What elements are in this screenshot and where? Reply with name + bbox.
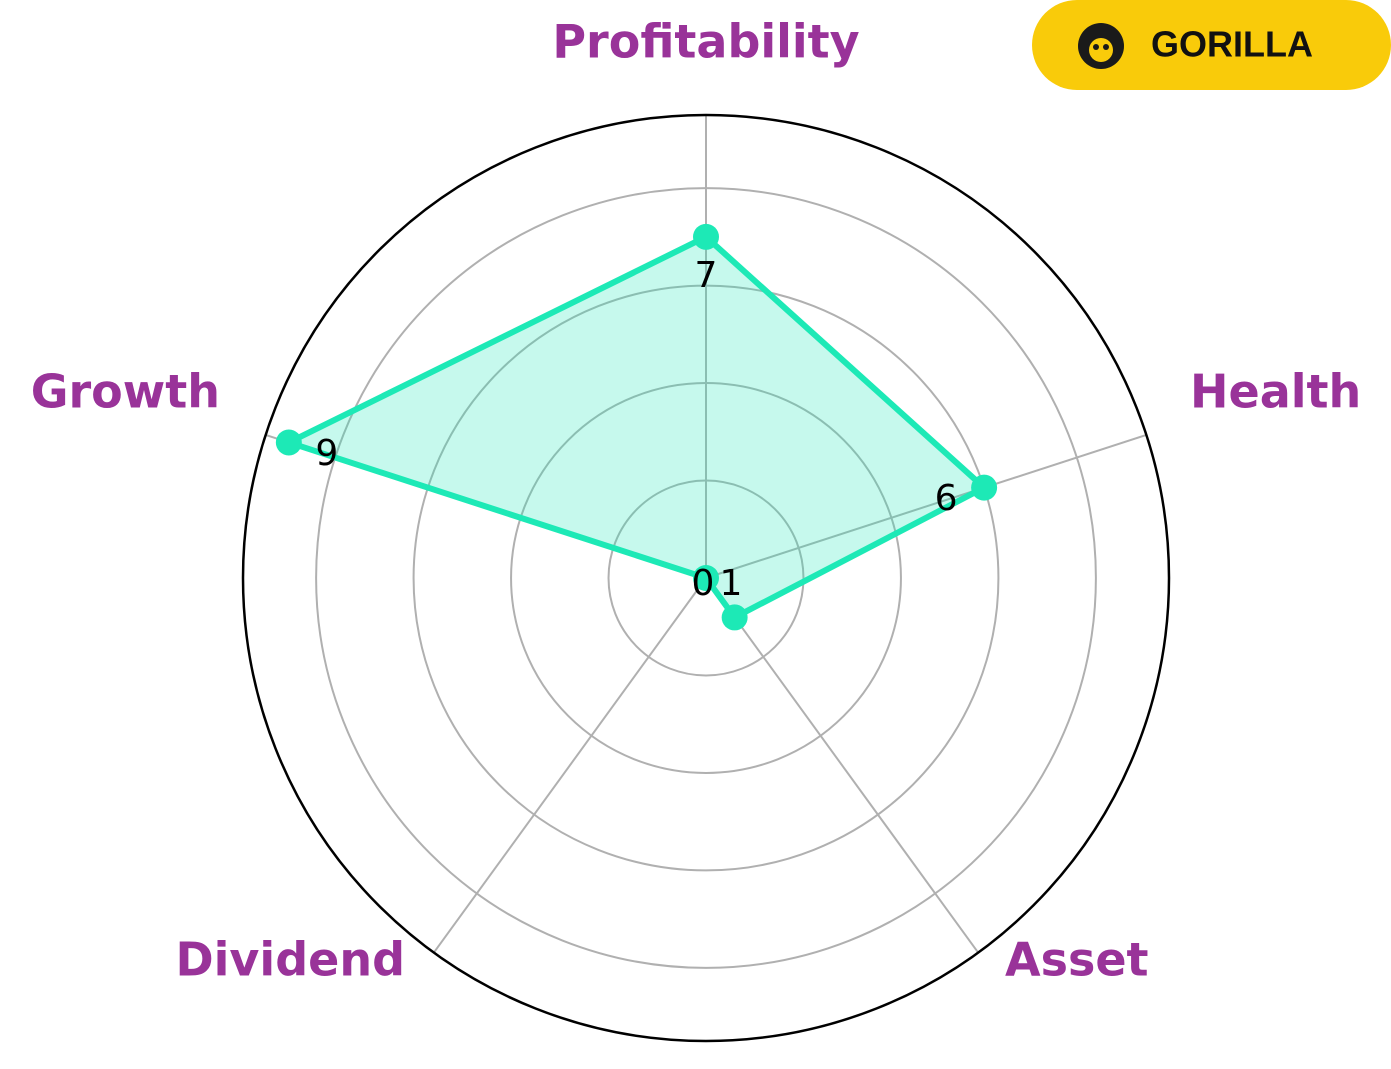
radar-point <box>275 429 302 456</box>
category-label: Health <box>1190 365 1361 419</box>
outer-ring <box>241 113 1171 1043</box>
category-label: Asset <box>1005 933 1149 987</box>
value-label: 1 <box>720 563 743 604</box>
radar-point <box>693 565 719 591</box>
radar-point <box>971 474 998 501</box>
category-label: Dividend <box>175 933 405 987</box>
value-label: 7 <box>695 255 718 296</box>
spoke <box>433 577 707 954</box>
value-label: 9 <box>315 433 338 474</box>
spoke <box>705 577 979 954</box>
badge-logo <box>1078 23 1124 69</box>
radar-area <box>285 233 988 621</box>
value-label: 6 <box>935 478 958 519</box>
badge <box>1032 0 1391 90</box>
value-label: 0 <box>692 563 715 604</box>
spoke <box>705 433 1147 579</box>
radar-point <box>721 604 748 631</box>
category-label: Profitability <box>552 15 859 69</box>
category-label: Growth <box>31 365 220 419</box>
radar-point <box>693 223 719 250</box>
badge-text: GORILLA <box>1151 24 1313 65</box>
